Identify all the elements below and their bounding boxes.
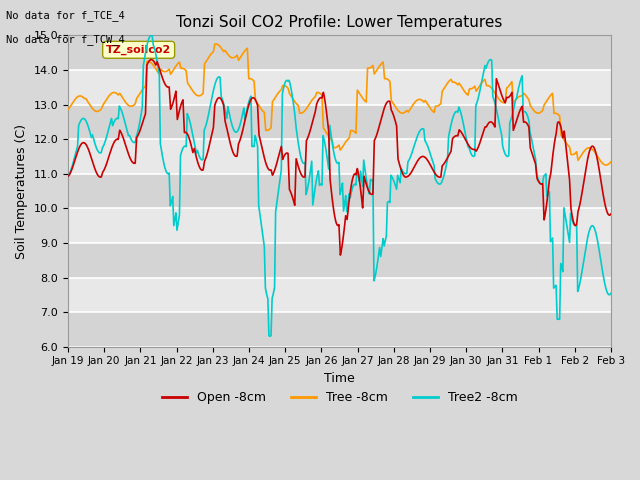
Tree2 -8cm [64, 173, 72, 179]
Open -8cm [468, 146, 476, 152]
Tree2 -8cm [147, 33, 155, 38]
Bar [68, 312, 611, 347]
Open -8cm [601, 199, 609, 205]
Tree -8cm [468, 86, 476, 92]
Line: Open -8cm: Open -8cm [68, 60, 611, 255]
Open -8cm [64, 173, 72, 179]
Text: No data for f_TCE_4: No data for f_TCE_4 [6, 10, 125, 21]
Tree -8cm [212, 41, 220, 47]
Text: No data for f_TCW_4: No data for f_TCW_4 [6, 34, 125, 45]
Tree2 -8cm [607, 290, 615, 296]
Open -8cm [548, 164, 556, 169]
Y-axis label: Soil Temperatures (C): Soil Temperatures (C) [15, 123, 28, 259]
Legend: Open -8cm, Tree -8cm, Tree2 -8cm: Open -8cm, Tree -8cm, Tree2 -8cm [157, 386, 522, 409]
Open -8cm [326, 153, 333, 158]
Tree -8cm [149, 62, 157, 68]
X-axis label: Time: Time [324, 372, 355, 385]
Tree2 -8cm [266, 334, 274, 339]
Tree -8cm [64, 107, 72, 112]
Tree -8cm [326, 134, 333, 140]
Title: Tonzi Soil CO2 Profile: Lower Temperatures: Tonzi Soil CO2 Profile: Lower Temperatur… [176, 15, 502, 30]
Line: Tree -8cm: Tree -8cm [68, 44, 611, 165]
Open -8cm [148, 57, 156, 62]
Bar [68, 105, 611, 139]
Bar [68, 243, 611, 277]
Tree2 -8cm [316, 182, 323, 188]
Tree2 -8cm [149, 42, 157, 48]
Open -8cm [337, 252, 344, 258]
Tree2 -8cm [468, 152, 476, 158]
Open -8cm [607, 211, 615, 217]
Tree2 -8cm [326, 122, 333, 128]
Tree -8cm [607, 159, 615, 165]
Tree -8cm [547, 92, 555, 97]
Tree -8cm [316, 90, 323, 96]
Tree -8cm [602, 162, 610, 168]
Text: TZ_soilco2: TZ_soilco2 [106, 45, 172, 55]
Bar [68, 174, 611, 208]
Tree -8cm [600, 162, 608, 168]
Tree2 -8cm [548, 237, 556, 243]
Tree2 -8cm [601, 280, 609, 286]
Line: Tree2 -8cm: Tree2 -8cm [68, 36, 611, 336]
Open -8cm [316, 96, 323, 102]
Bar [68, 36, 611, 70]
Open -8cm [149, 58, 157, 63]
